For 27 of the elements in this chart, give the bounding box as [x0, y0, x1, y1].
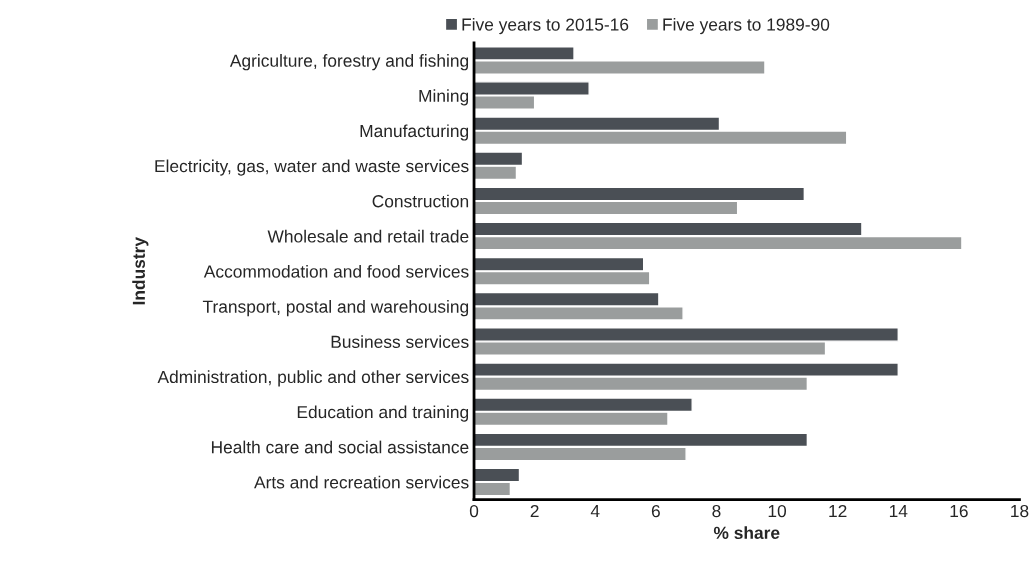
- y-axis-title: Industry: [132, 237, 149, 305]
- y-tick-label: Transport, postal and warehousing: [202, 300, 469, 317]
- y-tick-label: Construction: [372, 194, 469, 208]
- x-tick-label: 10: [768, 504, 787, 518]
- x-tick-label: 12: [829, 504, 847, 518]
- y-tick-label: Accommodation and food services: [203, 264, 469, 278]
- y-tick-label: Manufacturing: [360, 124, 469, 141]
- y-tick-label: Electricity, gas, water and waste services: [155, 159, 469, 176]
- legend-label: Five years to 2015-16: [462, 17, 629, 35]
- y-tick-label: Education and training: [297, 405, 469, 422]
- x-axis-title: % share: [713, 526, 780, 539]
- x-tick-label: 14: [889, 505, 908, 518]
- y-tick-label: Health care and social assistance: [211, 440, 469, 454]
- x-tick-label: 18: [1011, 504, 1029, 518]
- y-tick-label: Wholesale and retail trade: [267, 229, 469, 243]
- y-tick-label: Agriculture, forestry and fishing: [229, 54, 469, 71]
- y-tick-label: Mining: [419, 89, 469, 106]
- legend-label: Five years to 1989-90: [663, 17, 830, 35]
- y-tick-label: Business services: [331, 335, 469, 348]
- x-tick-label: 6: [651, 504, 660, 518]
- x-tick-label: 4: [590, 505, 600, 518]
- x-tick-label: 2: [530, 504, 539, 518]
- y-tick-label: Administration, public and other services: [157, 370, 469, 387]
- x-tick-label: 0: [469, 504, 479, 518]
- x-tick-label: 16: [950, 504, 968, 518]
- x-tick-label: 8: [712, 504, 721, 518]
- y-tick-label: Arts and recreation services: [254, 475, 469, 489]
